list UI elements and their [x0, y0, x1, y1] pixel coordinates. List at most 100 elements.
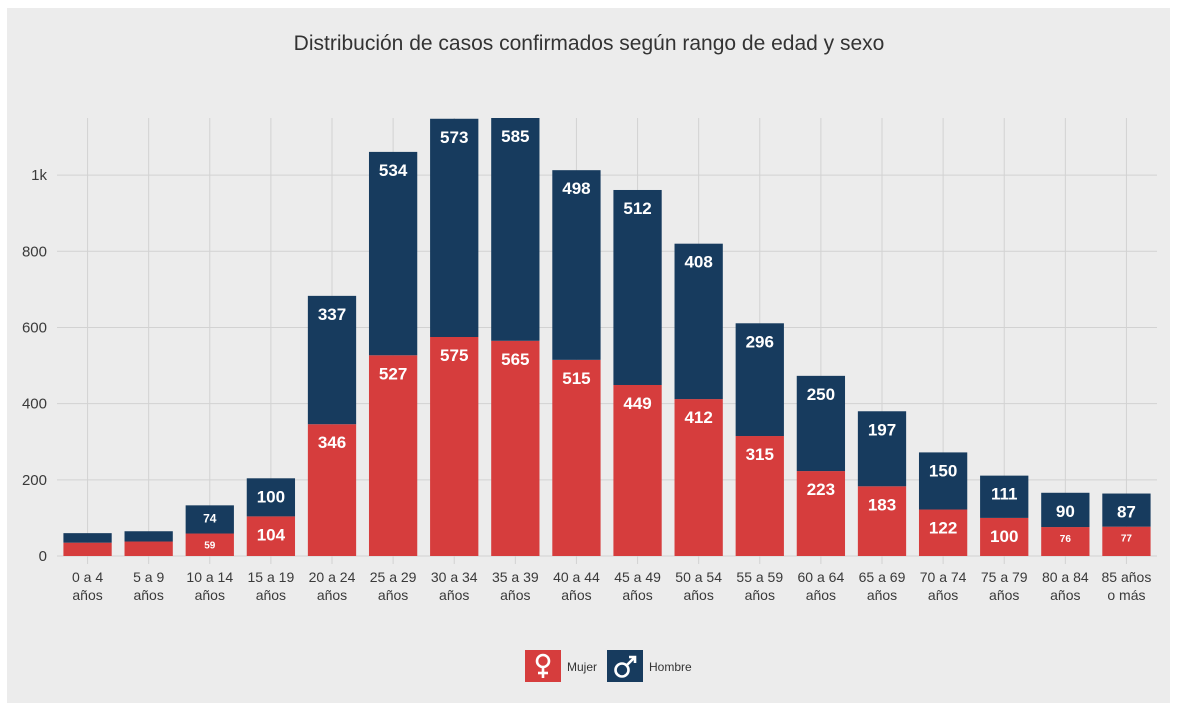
x-tick-label: años	[500, 587, 530, 603]
bars: 59 74 104 100 346 337 527 534 575 573 565 585 515 498…	[63, 118, 1151, 556]
data-label-mujer: 183	[868, 495, 896, 514]
bar-hombre	[1041, 492, 1090, 528]
x-tick-label: 45 a 49	[614, 569, 661, 585]
bar-hombre	[307, 295, 357, 425]
bar-mujer	[980, 517, 1029, 556]
x-tick-label: 0 a 4	[72, 569, 103, 585]
data-label-hombre: 250	[807, 385, 835, 404]
x-tick-label: 80 a 84	[1042, 569, 1089, 585]
x-tick-label: 65 a 69	[859, 569, 906, 585]
data-label-mujer: 449	[623, 394, 651, 413]
bar-hombre	[491, 118, 540, 341]
bar-mujer	[1102, 526, 1151, 556]
bar-hombre	[1102, 493, 1151, 527]
data-label-hombre: 585	[501, 127, 529, 146]
bar-mujer	[491, 340, 540, 556]
x-tick-label: años	[928, 587, 958, 603]
chart-title: Distribución de casos confirmados según …	[294, 32, 885, 55]
legend-item-hombre[interactable]: Hombre	[607, 650, 692, 682]
data-label-mujer: 515	[562, 369, 590, 388]
data-label-mujer: 565	[501, 350, 529, 369]
x-tick-label: o más	[1107, 587, 1145, 603]
x-tick-label: años	[867, 587, 897, 603]
y-tick-label: 0	[39, 548, 47, 565]
x-tick-label: años	[561, 587, 591, 603]
x-tick-label: 85 años	[1102, 569, 1152, 585]
bar-hombre	[124, 531, 173, 542]
x-tick-label: 70 a 74	[920, 569, 967, 585]
bar-hombre	[857, 411, 907, 487]
bar-hombre	[185, 505, 234, 534]
x-tick-label: 5 a 9	[133, 569, 164, 585]
female-icon	[535, 653, 551, 678]
data-label-hombre: 111	[991, 485, 1018, 504]
bar-mujer	[246, 516, 296, 556]
bar-mujer	[124, 541, 173, 556]
y-tick-label: 600	[22, 319, 47, 336]
data-label-hombre: 197	[868, 420, 896, 439]
legend-label-hombre: Hombre	[649, 660, 692, 674]
bar-hombre	[735, 323, 784, 437]
male-icon	[614, 655, 637, 678]
bar-hombre	[980, 475, 1029, 518]
x-tick-label: 20 a 24	[309, 569, 356, 585]
data-label-hombre: 87	[1117, 503, 1136, 522]
stacked-bar-chart: Distribución de casos confirmados según …	[22, 32, 1157, 682]
data-label-hombre: 100	[257, 487, 285, 506]
legend-label-mujer: Mujer	[567, 660, 597, 674]
x-tick-label: 50 a 54	[675, 569, 722, 585]
bar-mujer	[63, 542, 112, 556]
x-tick-label: años	[683, 587, 713, 603]
bar-mujer	[368, 355, 418, 556]
bar-mujer	[735, 436, 784, 556]
x-tick-label: 15 a 19	[248, 569, 295, 585]
y-tick-label: 800	[22, 243, 47, 260]
data-label-mujer: 575	[440, 346, 468, 365]
bar-hombre	[552, 170, 601, 360]
legend-item-mujer[interactable]: Mujer	[525, 650, 597, 682]
bar-mujer	[674, 399, 723, 556]
data-label-hombre: 150	[929, 461, 957, 480]
y-tick-label: 400	[22, 396, 47, 413]
bar-mujer	[430, 337, 479, 556]
data-label-hombre: 90	[1056, 502, 1075, 521]
bar-hombre	[246, 478, 296, 517]
chart-panel: Distribución de casos confirmados según …	[7, 8, 1170, 703]
data-label-hombre: 573	[440, 128, 468, 147]
x-tick-label: años	[378, 587, 408, 603]
x-tick-label: años	[256, 587, 286, 603]
legend-swatch-hombre	[607, 650, 643, 682]
bar-hombre	[796, 375, 846, 472]
x-tick-label: años	[439, 587, 469, 603]
data-label-mujer: 77	[1121, 534, 1133, 545]
data-label-hombre: 512	[623, 199, 651, 218]
x-tick-label: años	[133, 587, 163, 603]
data-label-hombre: 408	[684, 253, 712, 272]
bar-mujer	[307, 424, 357, 556]
x-tick-label: 75 a 79	[981, 569, 1028, 585]
bar-mujer	[185, 533, 234, 556]
x-tick-label: años	[1050, 587, 1080, 603]
bar-hombre	[674, 243, 723, 400]
data-label-mujer: 527	[379, 364, 407, 383]
data-label-mujer: 223	[807, 480, 835, 499]
y-tick-label: 1k	[31, 167, 47, 184]
bar-mujer	[857, 486, 907, 556]
x-tick-label: 25 a 29	[370, 569, 417, 585]
x-tick-label: años	[622, 587, 652, 603]
bar-hombre	[430, 118, 479, 337]
bar-mujer	[796, 471, 846, 556]
data-label-hombre: 296	[746, 332, 774, 351]
bar-hombre	[918, 452, 968, 510]
x-tick-label: 40 a 44	[553, 569, 600, 585]
bar-hombre	[63, 533, 112, 543]
bar-hombre	[613, 189, 662, 385]
x-tick-label: 10 a 14	[186, 569, 233, 585]
data-label-mujer: 122	[929, 519, 957, 538]
data-label-mujer: 315	[746, 445, 774, 464]
data-label-mujer: 104	[257, 525, 286, 544]
bar-mujer	[918, 509, 968, 556]
data-label-hombre: 74	[203, 511, 217, 525]
data-label-hombre: 337	[318, 305, 346, 324]
x-tick-label: años	[195, 587, 225, 603]
